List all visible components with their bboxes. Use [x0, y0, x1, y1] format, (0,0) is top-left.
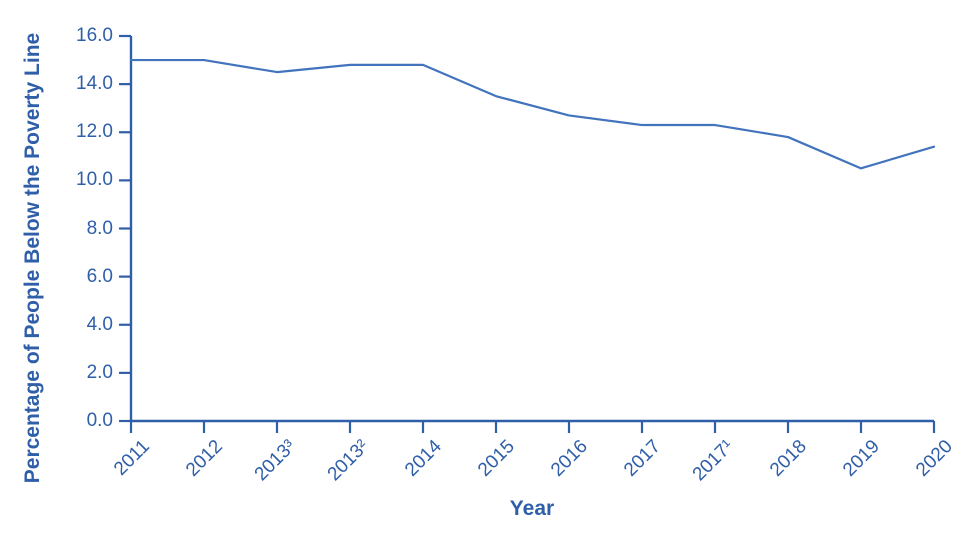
y-tick-label: 2.0 — [86, 361, 113, 383]
y-tick-label: 0.0 — [86, 410, 113, 431]
poverty-rate-series-line — [129, 58, 936, 170]
y-tick-label: 8.0 — [86, 217, 113, 239]
y-tick-label: 14.0 — [76, 73, 113, 95]
axes-lines — [129, 36, 934, 423]
x-axis-title: Year — [509, 497, 555, 520]
y-tick-label: 10.0 — [76, 169, 113, 191]
y-tick-label: 12.0 — [76, 121, 113, 143]
y-tick-label: 4.0 — [86, 313, 113, 335]
y-tick-label: 16.0 — [76, 25, 113, 46]
y-tick-label: 6.0 — [86, 265, 113, 287]
